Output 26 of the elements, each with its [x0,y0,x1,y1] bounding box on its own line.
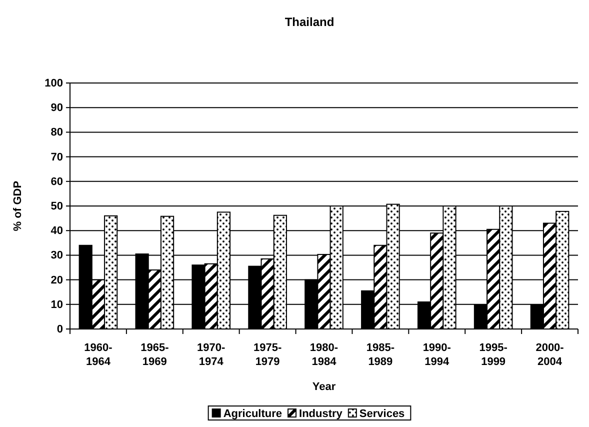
legend-label: Agriculture [223,408,282,420]
y-tick-label: 0 [56,324,63,336]
x-tick-label: 2000-2004 [536,342,564,368]
y-tick-label: 30 [50,250,63,262]
x-axis-title: Year [312,381,336,393]
y-axis-title: % of GDP [12,180,24,232]
y-tick-label: 10 [50,298,63,311]
x-tick-label: 1960-1964 [84,342,113,368]
x-tick-label: 1980-1984 [310,342,338,368]
x-tick-label: 1965-1969 [140,342,170,368]
y-tick-label: 90 [50,102,63,114]
legend-label: Industry [299,408,344,420]
y-tick-label: 80 [50,126,63,139]
x-tick-label: 1975-1979 [253,342,282,368]
y-tick-label: 50 [50,200,63,213]
x-tick-label: 1970-1974 [197,342,226,368]
y-tick-label: 40 [50,225,63,238]
y-tick-label: 20 [50,274,63,286]
legend-label: Services [359,408,405,420]
y-tick-label: 70 [50,151,63,164]
x-tick-label: 1990-1994 [422,342,452,368]
x-tick-label: 1995-1999 [479,342,508,368]
chart-title: Thailand [284,15,334,29]
y-tick-label: 100 [44,78,63,90]
x-tick-label: 1985-1989 [366,342,395,368]
y-tick-label: 60 [50,176,63,188]
